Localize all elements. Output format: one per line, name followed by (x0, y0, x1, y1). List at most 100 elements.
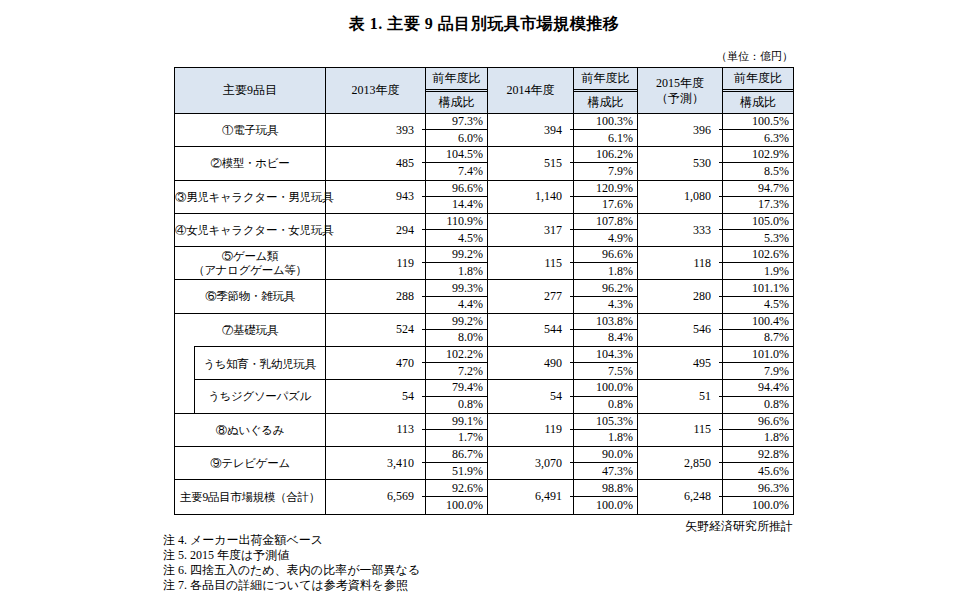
table-row: ①電子玩具39397.3%6.0%394100.3%6.1%396100.5%6… (175, 114, 793, 147)
ratio-cell-2015: 101.1%4.5% (722, 280, 793, 313)
value-2014: 544 (487, 314, 573, 347)
yoy-2015: 100.5% (723, 114, 793, 130)
value-2014: 394 (487, 114, 573, 147)
ratio-cell-2014: 90.0%47.3% (573, 447, 637, 480)
share-2015: 5.3% (723, 230, 793, 246)
yoy-2014: 107.8% (574, 214, 637, 230)
ratio-cell-2013: 99.2%1.8% (425, 247, 487, 280)
value-2015: 530 (637, 147, 722, 180)
ratio-cell-2014: 96.6%1.8% (573, 247, 637, 280)
header-share-label: 構成比 (426, 91, 487, 113)
yoy-2014: 98.8% (574, 480, 637, 497)
share-2015: 6.3% (723, 130, 793, 146)
row-category-label: うち知育・乳幼児玩具 (194, 357, 325, 371)
row-category-label: ⑤ゲーム類 (175, 249, 325, 263)
header-fy2015-line1: 2015年度 (656, 76, 704, 91)
header-ratio-2013: 前年度比 構成比 (425, 68, 487, 114)
row-category-label: ⑨テレビゲーム (175, 456, 325, 470)
row-category-label: 主要9品目市場規模（合計） (175, 490, 325, 504)
table-row: ⑨テレビゲーム3,41086.7%51.9%3,07090.0%47.3%2,8… (175, 447, 793, 480)
row-category: うちジグソーパズル (175, 380, 325, 413)
share-2014: 17.6% (574, 197, 637, 213)
header-ratio-2014: 前年度比 構成比 (573, 68, 637, 114)
row-category-label: うちジグソーパズル (194, 389, 325, 403)
row-category: ⑤ゲーム類（アナログゲーム等） (175, 247, 325, 280)
yoy-2013: 96.6% (426, 181, 487, 197)
share-2013: 4.4% (426, 297, 487, 313)
footnote: 注 4. メーカー出荷金額ベース (163, 533, 420, 548)
header-yoy-label: 前年度比 (723, 68, 793, 90)
value-2014: 54 (487, 380, 573, 413)
yoy-2015: 100.4% (723, 314, 793, 330)
ratio-cell-2015: 105.0%5.3% (722, 214, 793, 247)
yoy-2015: 94.4% (723, 380, 793, 396)
market-size-table: 主要9品目 2013年度 前年度比 構成比 2014年度 前年度比 構成比 20… (174, 67, 794, 515)
share-2014: 7.9% (574, 163, 637, 179)
share-2014: 4.3% (574, 297, 637, 313)
yoy-2013: 99.3% (426, 280, 487, 296)
table-row: うち知育・乳幼児玩具470102.2%7.2%490104.3%7.5%4951… (175, 347, 793, 380)
value-2013: 119 (325, 247, 425, 280)
yoy-2015: 92.8% (723, 447, 793, 463)
share-2014: 0.8% (574, 397, 637, 413)
ratio-cell-2013: 99.3%4.4% (425, 280, 487, 313)
yoy-2013: 92.6% (426, 480, 487, 497)
value-2013: 524 (325, 314, 425, 347)
share-2014: 47.3% (574, 463, 637, 479)
header-yoy-label: 前年度比 (574, 68, 637, 90)
table-header-row: 主要9品目 2013年度 前年度比 構成比 2014年度 前年度比 構成比 20… (175, 68, 793, 114)
yoy-2015: 94.7% (723, 181, 793, 197)
header-fy2015: 2015年度 （予測） (637, 68, 722, 114)
yoy-2014: 103.8% (574, 314, 637, 330)
yoy-2014: 106.2% (574, 147, 637, 163)
yoy-2013: 102.2% (426, 347, 487, 363)
ratio-cell-2015: 94.4%0.8% (722, 380, 793, 413)
value-2015: 280 (637, 280, 722, 313)
value-2015: 495 (637, 347, 722, 380)
value-2013: 393 (325, 114, 425, 147)
ratio-cell-2013: 110.9%4.5% (425, 214, 487, 247)
row-category: ①電子玩具 (175, 114, 325, 147)
header-yoy-label: 前年度比 (426, 68, 487, 90)
ratio-cell-2015: 96.3%100.0% (722, 480, 793, 513)
yoy-2013: 110.9% (426, 214, 487, 230)
yoy-2014: 100.0% (574, 380, 637, 396)
header-share-label: 構成比 (723, 91, 793, 113)
value-2013: 3,410 (325, 447, 425, 480)
ratio-cell-2014: 106.2%7.9% (573, 147, 637, 180)
yoy-2015: 102.6% (723, 247, 793, 263)
yoy-2013: 86.7% (426, 447, 487, 463)
yoy-2014: 104.3% (574, 347, 637, 363)
share-2015: 7.9% (723, 363, 793, 379)
share-2015: 4.5% (723, 297, 793, 313)
row-category-label-line2: （アナログゲーム等） (175, 263, 325, 277)
yoy-2013: 79.4% (426, 380, 487, 396)
yoy-2015: 105.0% (723, 214, 793, 230)
footnote: 注 5. 2015 年度は予測値 (163, 548, 420, 563)
value-2013: 485 (325, 147, 425, 180)
table-row: ⑦基礎玩具52499.2%8.0%544103.8%8.4%546100.4%8… (175, 314, 793, 347)
ratio-cell-2013: 99.2%8.0% (425, 314, 487, 347)
share-2015: 8.5% (723, 163, 793, 179)
share-2015: 17.3% (723, 197, 793, 213)
ratio-cell-2013: 86.7%51.9% (425, 447, 487, 480)
value-2015: 333 (637, 214, 722, 247)
unit-label: （単位：億円） (716, 49, 793, 64)
value-2015: 546 (637, 314, 722, 347)
yoy-2014: 120.9% (574, 181, 637, 197)
share-2015: 1.8% (723, 430, 793, 446)
ratio-cell-2014: 96.2%4.3% (573, 280, 637, 313)
ratio-cell-2014: 120.9%17.6% (573, 181, 637, 214)
value-2013: 943 (325, 181, 425, 214)
ratio-cell-2015: 102.9%8.5% (722, 147, 793, 180)
row-category-label: ③男児キャラクター・男児玩具 (175, 190, 325, 204)
value-2013: 54 (325, 380, 425, 413)
header-category: 主要9品目 (175, 68, 325, 114)
header-share-label: 構成比 (574, 91, 637, 113)
table-row: うちジグソーパズル5479.4%0.8%54100.0%0.8%5194.4%0… (175, 380, 793, 413)
row-category-label: ①電子玩具 (175, 123, 325, 137)
share-2014: 6.1% (574, 130, 637, 146)
row-category-label: ②模型・ホビー (175, 156, 325, 170)
ratio-cell-2014: 103.8%8.4% (573, 314, 637, 347)
value-2013: 113 (325, 414, 425, 447)
